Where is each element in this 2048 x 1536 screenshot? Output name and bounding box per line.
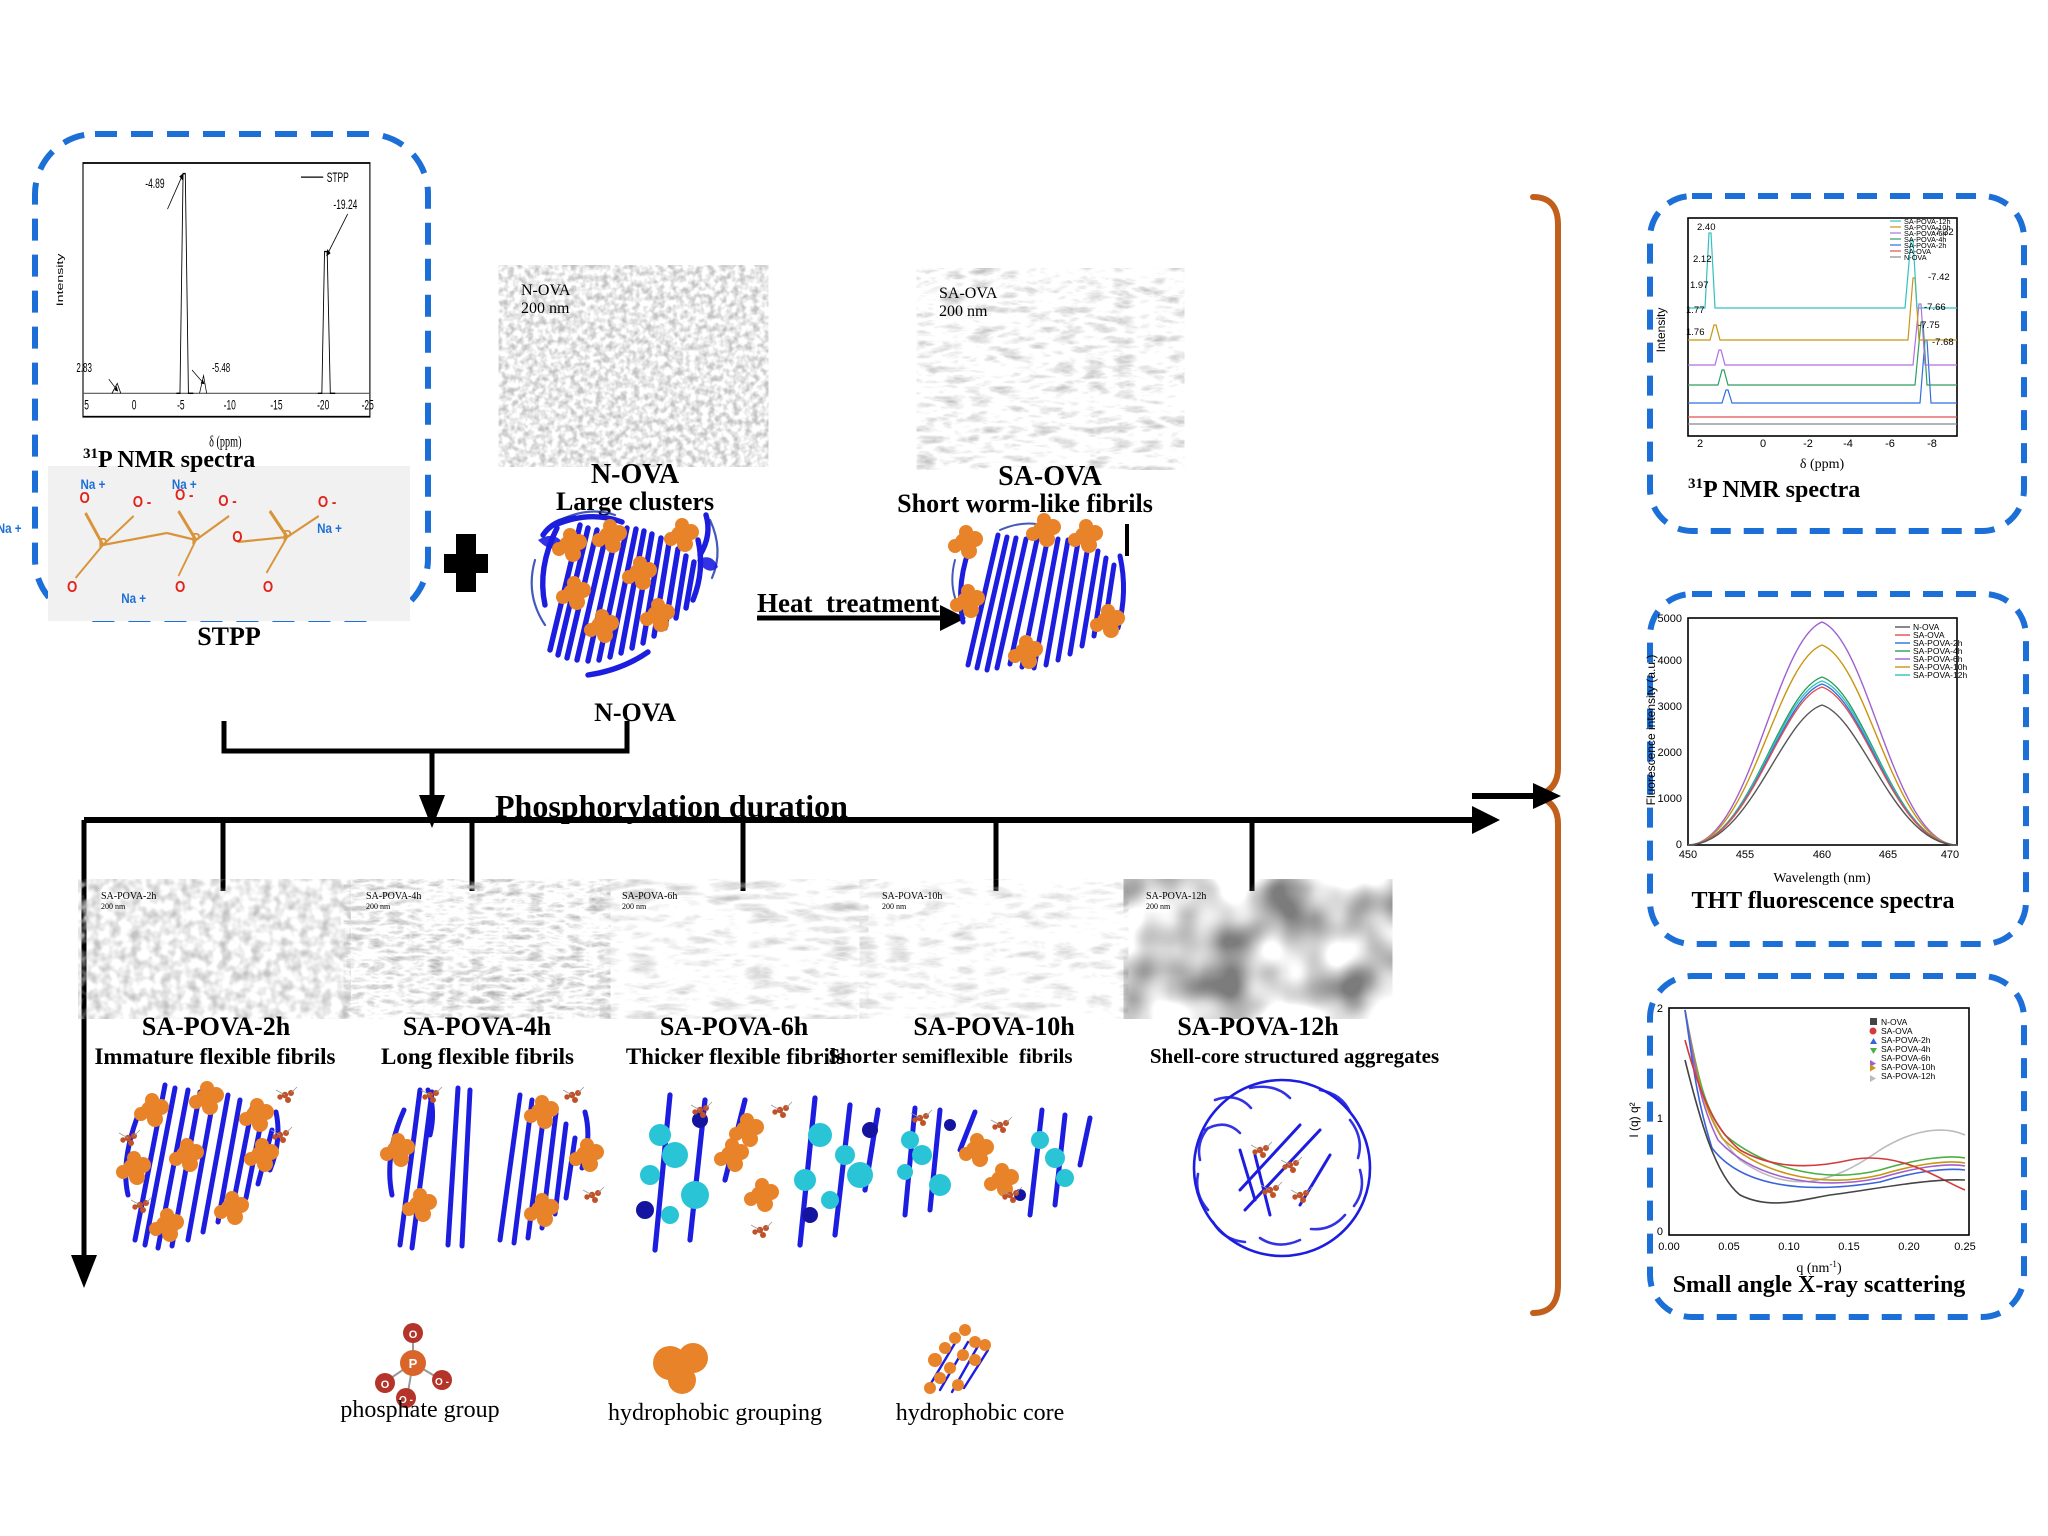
svg-text:P: P: [409, 1356, 418, 1371]
svg-text:O: O: [409, 1329, 418, 1341]
svg-text:O -: O -: [435, 1377, 449, 1388]
svg-text:O: O: [381, 1379, 390, 1391]
